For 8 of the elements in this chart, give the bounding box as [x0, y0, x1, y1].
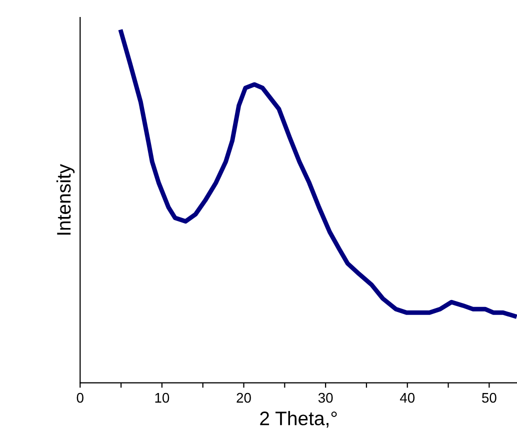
x-tick-label: 30 [318, 392, 333, 403]
x-tick-label: 0 [76, 392, 84, 403]
x-tick-label: 50 [482, 392, 496, 403]
x-tick-label: 20 [236, 392, 251, 403]
x-tick-label: 10 [155, 392, 170, 403]
x-tick-label: 40 [400, 392, 415, 403]
y-axis-title: Intensity [56, 164, 75, 235]
x-axis-title: 2 Theta,° [260, 411, 337, 428]
